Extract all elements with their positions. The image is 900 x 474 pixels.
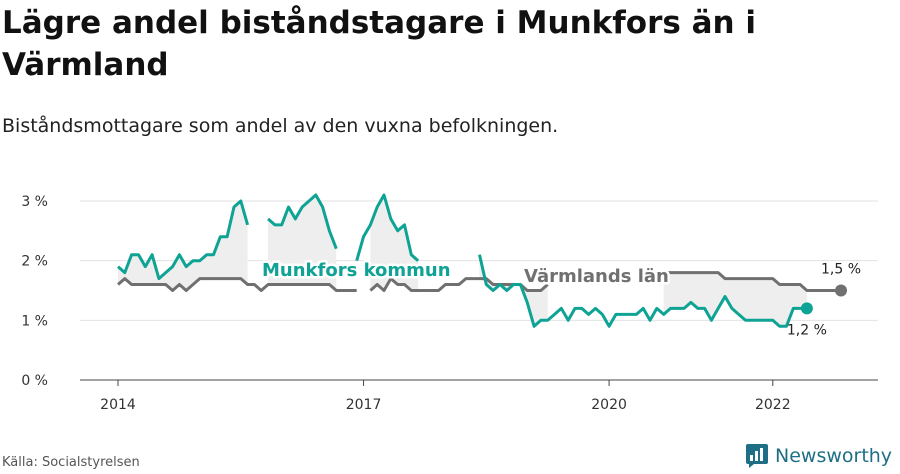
y-tick-label: 2 %	[21, 254, 48, 270]
munkfors-line	[117, 193, 807, 328]
munkfors-series-label: Munkfors kommun	[262, 260, 451, 281]
x-tick-label: 2014	[100, 397, 136, 413]
line-chart: 0 % 1 % 2 % 3 % 2014 2017 2020 2022 1,2 % 1,5 % Mu…	[21, 193, 878, 413]
gap-fill	[370, 195, 419, 291]
varmland-end-label: 1,5 %	[821, 262, 861, 278]
varmland-series-label: Värmlands län	[524, 266, 669, 287]
x-tick-label: 2020	[591, 397, 627, 413]
brand-name: Newsworthy	[775, 445, 893, 467]
gap-fill	[663, 272, 807, 327]
y-tick-label: 0 %	[21, 373, 48, 389]
munkfors-end-label: 1,2 %	[787, 322, 827, 338]
y-tick-label: 3 %	[21, 194, 48, 210]
varmland-end-dot	[835, 284, 847, 297]
newsworthy-icon	[746, 444, 768, 468]
x-tick-label: 2022	[755, 397, 791, 413]
series-lines	[117, 193, 847, 328]
chart-subtitle: Biståndsmottagare som andel av den vuxna…	[2, 115, 559, 137]
x-tick-label: 2017	[346, 397, 382, 413]
chart-title: Lägre andel biståndstagare i Munkfors än…	[2, 5, 757, 83]
x-axis	[80, 379, 878, 386]
gap-fill	[118, 201, 248, 291]
source-note: Källa: Socialstyrelsen	[2, 455, 140, 470]
newsworthy-logo: Newsworthy	[745, 441, 892, 471]
munkfors-end-dot	[800, 302, 813, 315]
chart-labels: 0 % 1 % 2 % 3 % 2014 2017 2020 2022 1,2 % 1,5 % Mu…	[21, 194, 861, 413]
gap-fill	[479, 254, 548, 327]
y-tick-label: 1 %	[21, 313, 48, 329]
